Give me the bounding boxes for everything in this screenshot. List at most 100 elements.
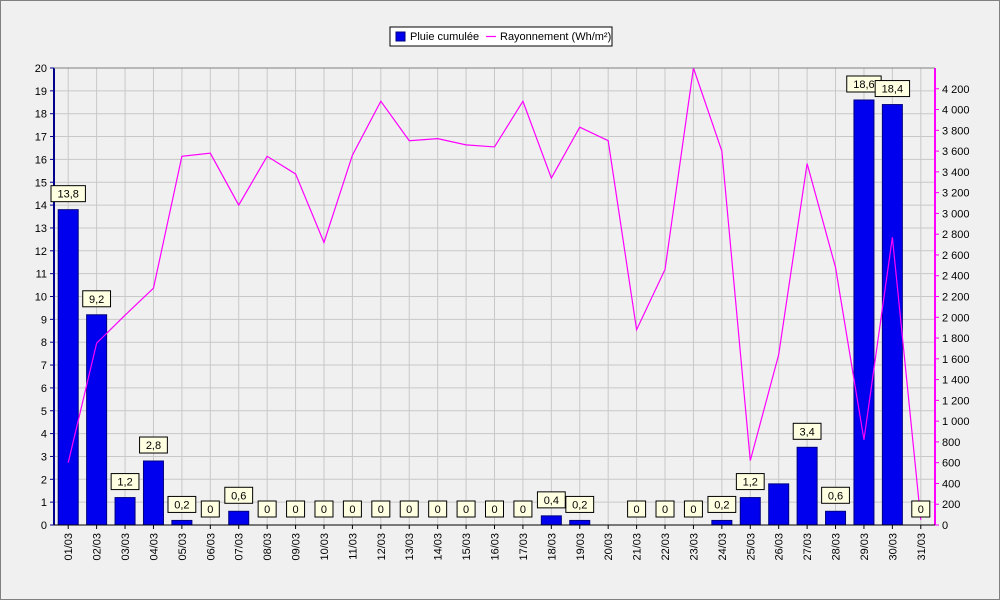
left-tick-label: 16 (35, 154, 47, 166)
x-tick-label: 07/03 (234, 533, 246, 561)
data-label-box (911, 500, 931, 518)
data-label-box (200, 500, 220, 518)
data-label-box (565, 495, 595, 513)
left-tick-label: 10 (35, 292, 47, 304)
x-tick-label: 29/03 (859, 533, 871, 561)
data-label-box (110, 473, 140, 491)
rain-bar (540, 515, 562, 526)
right-tick-label: 2 800 (942, 229, 970, 241)
data-label: 18,4 (882, 84, 903, 96)
right-tick-label: 1 200 (942, 395, 970, 407)
x-tick-label: 21/03 (632, 533, 644, 561)
data-label: 0 (207, 504, 213, 516)
x-tick-label: 22/03 (660, 533, 672, 561)
right-tick-label: 3 200 (942, 188, 970, 200)
data-label: 0 (378, 504, 384, 516)
rain-bar (881, 104, 903, 526)
data-label: 0,2 (572, 499, 587, 511)
right-tick-label: 800 (942, 437, 960, 449)
right-tick-label: 1 600 (942, 354, 970, 366)
data-label-box (874, 80, 911, 98)
rain-bar (853, 99, 875, 526)
data-label-box (314, 500, 334, 518)
x-tick-label: 06/03 (205, 533, 217, 561)
data-label-box (428, 500, 448, 518)
right-tick-label: 3 600 (942, 146, 970, 158)
x-tick-label: 13/03 (404, 533, 416, 561)
legend-rain-swatch (395, 31, 406, 42)
data-label-box (371, 500, 391, 518)
right-tick-label: 3 800 (942, 125, 970, 137)
data-label: 0,6 (828, 490, 843, 502)
data-label: 0 (634, 504, 640, 516)
data-label-box (707, 495, 737, 513)
right-tick-label: 3 000 (942, 208, 970, 220)
data-label-box (485, 500, 504, 518)
data-label-box (456, 500, 476, 518)
right-tick-label: 4 000 (942, 105, 970, 117)
x-tick-label: 19/03 (575, 533, 587, 561)
axes: 0123456789101112131415161718192002004006… (35, 63, 970, 561)
left-tick-label: 15 (35, 177, 47, 189)
data-label: 9,2 (89, 294, 104, 306)
rain-bar (739, 497, 761, 526)
data-label-box (735, 473, 765, 491)
right-tick-label: 600 (942, 458, 960, 470)
data-label: 13,8 (57, 189, 78, 201)
data-label: 0 (406, 504, 412, 516)
data-label-box (342, 500, 362, 518)
x-tick-label: 04/03 (148, 533, 160, 561)
data-label-box (224, 486, 254, 504)
rain-bar (796, 446, 818, 526)
data-label: 2,8 (146, 440, 161, 452)
data-label-box (139, 436, 168, 454)
left-tick-label: 14 (35, 200, 47, 212)
data-label-box (513, 500, 533, 518)
data-label: 0,6 (231, 490, 246, 502)
x-tick-label: 03/03 (120, 533, 132, 561)
left-tick-label: 3 (41, 451, 47, 463)
data-label-box (257, 500, 277, 518)
data-label: 0,2 (174, 499, 189, 511)
data-label-box (655, 500, 675, 518)
data-label: 0 (435, 504, 441, 516)
data-label: 3,4 (799, 426, 814, 438)
x-tick-label: 10/03 (319, 533, 331, 561)
data-label: 0 (321, 504, 327, 516)
rain-bar (57, 209, 79, 526)
data-label: 0 (463, 504, 469, 516)
left-tick-label: 1 (41, 497, 47, 509)
x-tick-label: 25/03 (745, 533, 757, 561)
data-label: 0 (491, 504, 497, 516)
right-tick-label: 1 800 (942, 333, 970, 345)
x-tick-label: 16/03 (490, 533, 502, 561)
data-labels: 13,8 9,2 1,2 2,8 0,2 0 0,6 0 0 0 0 0 0 0 0 0 0 0,4 0,2 0 0 0 0… (50, 75, 931, 518)
data-label: 1,2 (117, 477, 132, 489)
rain-bar (228, 510, 250, 526)
right-tick-label: 2 000 (942, 312, 970, 324)
left-tick-label: 12 (35, 246, 47, 258)
left-tick-label: 4 (41, 429, 47, 441)
left-tick-label: 6 (41, 383, 47, 395)
x-tick-label: 15/03 (461, 533, 473, 561)
right-tick-label: 2 600 (942, 250, 970, 262)
x-tick-label: 27/03 (802, 533, 814, 561)
data-label: 0 (690, 504, 696, 516)
left-tick-label: 0 (41, 520, 47, 532)
right-tick-label: 2 400 (942, 271, 970, 283)
right-tick-label: 4 200 (942, 84, 970, 96)
data-label-box (399, 500, 419, 518)
left-tick-label: 17 (35, 132, 47, 144)
x-tick-label: 08/03 (262, 533, 274, 561)
right-tick-label: 3 400 (942, 167, 970, 179)
rain-bar (569, 519, 591, 526)
data-label: 0 (264, 504, 270, 516)
left-tick-label: 8 (41, 337, 47, 349)
legend-radiation-label: Rayonnement (Wh/m²) (500, 31, 611, 43)
x-tick-label: 12/03 (376, 533, 388, 561)
data-label-box (82, 290, 112, 308)
radiation-polyline (67, 67, 922, 520)
x-tick-label: 02/03 (92, 533, 104, 561)
